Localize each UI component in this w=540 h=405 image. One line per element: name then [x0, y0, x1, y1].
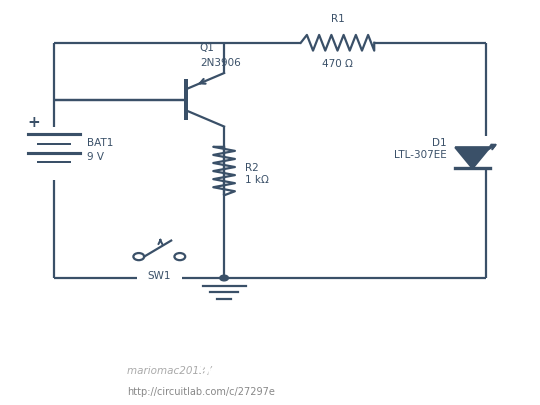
- Text: D1: D1: [432, 138, 447, 147]
- Text: BAT1: BAT1: [87, 138, 114, 148]
- Text: 1 kΩ: 1 kΩ: [245, 175, 268, 185]
- Text: Q1: Q1: [200, 43, 215, 53]
- Text: 2N3906: 2N3906: [200, 58, 240, 68]
- Text: http://circuitlab.com/c/27297e: http://circuitlab.com/c/27297e: [127, 387, 275, 397]
- Text: R1: R1: [330, 14, 345, 24]
- Text: LTL-307EE: LTL-307EE: [394, 150, 447, 160]
- Text: 470 Ω: 470 Ω: [322, 59, 353, 69]
- Circle shape: [220, 275, 228, 281]
- Text: Probador Transistor PNP: Probador Transistor PNP: [200, 367, 345, 377]
- Polygon shape: [455, 147, 490, 168]
- Text: 9 V: 9 V: [87, 152, 104, 162]
- Text: mariomac2013 /: mariomac2013 /: [127, 367, 211, 377]
- Text: +: +: [27, 115, 40, 130]
- Text: —⧸—⊢⊣—LAB: —⧸—⊢⊣—LAB: [3, 385, 68, 394]
- Text: SW1: SW1: [147, 271, 171, 281]
- Text: CIRCUIT: CIRCUIT: [12, 369, 59, 379]
- Text: R2: R2: [245, 162, 258, 173]
